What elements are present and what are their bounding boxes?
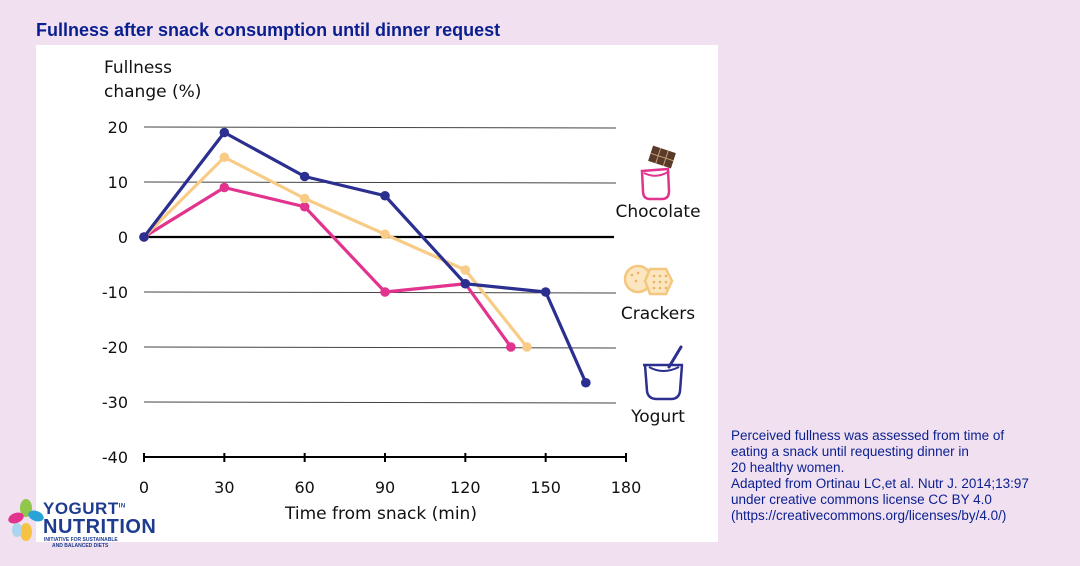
caption-line: (https://creativecommons.org/licenses/by… bbox=[731, 508, 1007, 523]
y-tick-label: -40 bbox=[102, 448, 128, 467]
x-tick-label: 30 bbox=[214, 478, 234, 497]
chocolate-icon bbox=[640, 145, 676, 201]
y-axis-label-line2: change (%) bbox=[104, 82, 201, 102]
data-point-yogurt bbox=[460, 278, 471, 289]
logo-tagline-line1: INITIATIVE FOR SUSTAINABLE bbox=[44, 537, 118, 543]
data-point-yogurt bbox=[299, 171, 310, 182]
data-point-chocolate bbox=[219, 182, 230, 193]
source-caption: Perceived fullness was assessed from tim… bbox=[731, 428, 1076, 524]
data-point-yogurt bbox=[139, 232, 149, 242]
data-point-chocolate bbox=[506, 342, 516, 352]
legend-label-crackers: Crackers bbox=[621, 304, 695, 324]
grid-line bbox=[143, 181, 617, 184]
grid-lines bbox=[143, 126, 617, 404]
data-point-yogurt bbox=[219, 127, 230, 138]
x-axis-label: Time from snack (min) bbox=[284, 504, 477, 524]
yogurt-icon bbox=[643, 345, 684, 401]
grid-line bbox=[143, 291, 617, 294]
data-point-crackers bbox=[219, 152, 230, 163]
grid-line bbox=[143, 126, 617, 129]
data-point-crackers bbox=[299, 193, 310, 204]
x-tick-label: 180 bbox=[611, 478, 642, 497]
flower-logo-icon bbox=[8, 499, 44, 541]
data-point-yogurt bbox=[540, 287, 551, 297]
axes: 20 10 0 -10 -20 -30 -40 0 30 60 90 120 150 180 Chocola… bbox=[102, 118, 701, 497]
x-tick-label: 0 bbox=[139, 478, 149, 497]
caption-line: under creative commons license CC BY 4.0 bbox=[731, 492, 992, 507]
page-title: Fullness after snack consumption until d… bbox=[36, 20, 501, 40]
axis-labels: Fullness change (%) Time from snack (min… bbox=[104, 58, 477, 524]
x-tick-label: 60 bbox=[294, 478, 314, 497]
series-lines bbox=[139, 127, 591, 388]
grid-line bbox=[143, 346, 617, 349]
logo-word-yogurt: YOGURT bbox=[43, 499, 119, 518]
crackers-icon bbox=[623, 264, 674, 296]
logo-word-nutrition: NUTRITION bbox=[43, 516, 157, 538]
data-point-crackers bbox=[522, 342, 532, 352]
series-line-chocolate bbox=[143, 185, 513, 348]
caption-line: eating a snack until requesting dinner i… bbox=[731, 444, 969, 459]
legend-label-chocolate: Chocolate bbox=[615, 202, 700, 222]
yogurt-in-nutrition-logo: YOGURTIN NUTRITION INITIATIVE FOR SUSTAI… bbox=[8, 496, 158, 562]
y-tick-label: 0 bbox=[118, 228, 128, 247]
chart-panel: 20 10 0 -10 -20 -30 -40 0 30 60 90 120 150 180 Chocola… bbox=[36, 45, 718, 542]
data-point-crackers bbox=[460, 265, 471, 275]
grid-line bbox=[143, 401, 617, 404]
data-point-crackers bbox=[380, 229, 390, 240]
y-tick-label: -20 bbox=[102, 338, 128, 357]
data-point-chocolate bbox=[380, 287, 390, 297]
y-tick-label: 20 bbox=[108, 118, 128, 137]
legend-label-yogurt: Yogurt bbox=[630, 407, 685, 427]
data-point-yogurt bbox=[581, 377, 591, 388]
caption-line: Adapted from Ortinau LC,et al. Nutr J. 2… bbox=[731, 476, 1029, 491]
y-tick-label: -10 bbox=[102, 283, 128, 302]
x-tick-label: 120 bbox=[450, 478, 481, 497]
data-point-chocolate bbox=[299, 201, 310, 212]
logo-tagline-line2: AND BALANCED DIETS bbox=[52, 543, 109, 549]
y-tick-label: 10 bbox=[108, 173, 128, 192]
logo-tagline: INITIATIVE FOR SUSTAINABLE AND BALANCED … bbox=[44, 537, 154, 549]
y-tick-label: -30 bbox=[102, 393, 128, 412]
x-tick-label: 90 bbox=[375, 478, 395, 497]
caption-line: 20 healthy women. bbox=[731, 460, 845, 475]
series-line-crackers bbox=[142, 155, 529, 348]
data-point-yogurt bbox=[380, 190, 390, 201]
caption-line: Perceived fullness was assessed from tim… bbox=[731, 428, 1005, 443]
fullness-line-chart: 20 10 0 -10 -20 -30 -40 0 30 60 90 120 150 180 Chocola… bbox=[102, 58, 701, 524]
logo-word-in: IN bbox=[118, 503, 126, 510]
x-tick-label: 150 bbox=[530, 478, 561, 497]
y-axis-label-line1: Fullness bbox=[104, 58, 172, 78]
